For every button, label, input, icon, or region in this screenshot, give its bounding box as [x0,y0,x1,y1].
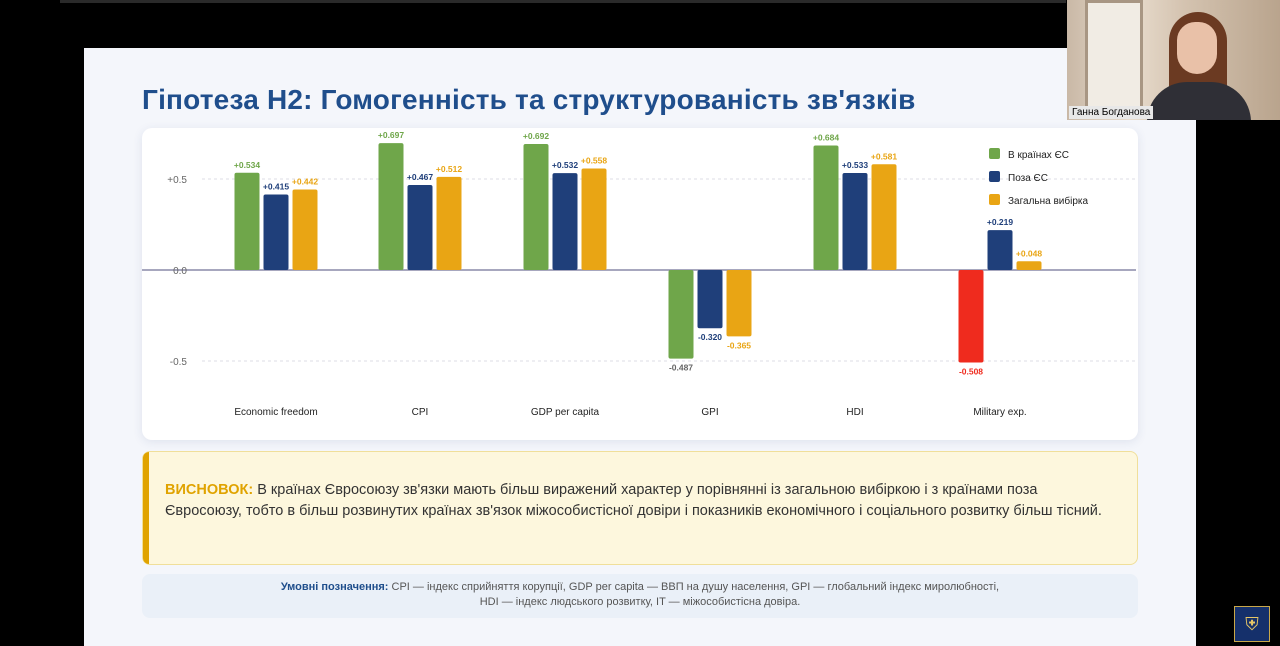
legend-label: В країнах ЄС [1008,150,1069,161]
bar-non-eu [842,172,868,270]
abbreviations-line-2: HDI — індекс людського розвитку, IT — мі… [479,596,801,608]
data-label: +0.692 [523,131,550,141]
conclusion-text: ВИСНОВОК: В країнах Євросоюзу зв'язки ма… [165,480,1115,522]
abbreviations-line-1: CPI — індекс сприйняття корупції, GDP pe… [388,581,1000,593]
bar-overall [436,176,462,270]
bar-overall [1016,261,1042,270]
bar-eu [668,270,694,359]
x-tick-label: Military exp. [973,407,1026,418]
legend-label: Загальна вибірка [1008,195,1089,207]
data-label: +0.532 [552,160,579,170]
data-label: +0.697 [378,130,405,140]
bar-eu [378,143,404,270]
webcam-tile[interactable]: Ганна Богданова [1067,0,1280,120]
bar-eu [813,145,839,270]
data-label: -0.320 [698,332,722,342]
top-bar [60,0,1066,3]
y-tick-label: +0.5 [167,175,187,186]
data-label: +0.048 [1016,248,1043,258]
bar-overall [871,164,897,270]
bar-non-eu [407,185,433,270]
y-tick-label: 0.0 [173,266,187,277]
webcam-person-face [1177,22,1217,74]
data-label: +0.219 [987,217,1014,227]
bar-non-eu [697,270,723,329]
conclusion-label: ВИСНОВОК: [165,482,254,498]
conclusion-accent-bar [143,452,149,564]
x-tick-label: Economic freedom [234,407,317,418]
webcam-person-body [1147,82,1251,120]
x-tick-label: GDP per capita [531,407,600,418]
abbreviations-label: Умовні позначення: [280,581,389,593]
data-label: +0.684 [813,133,840,143]
data-label: +0.533 [842,160,869,170]
participant-name-label: Ганна Богданова [1069,106,1154,119]
bar-overall [581,168,607,270]
bar-overall [726,270,752,337]
bar-non-eu [987,230,1013,270]
bar-non-eu [552,173,578,270]
bar-overall [292,189,318,270]
university-crest-icon: ⛨ [1234,606,1270,642]
bar-non-eu [263,194,289,270]
data-label: +0.467 [407,172,434,182]
data-label: +0.442 [292,177,319,187]
legend-label: Поза ЄС [1008,173,1048,184]
legend-swatch [989,171,1000,182]
data-label: +0.415 [263,181,290,191]
x-tick-label: GPI [701,407,718,418]
data-label: -0.508 [959,366,983,376]
y-tick-label: -0.5 [170,357,188,368]
data-label: +0.534 [234,160,261,170]
data-label: -0.365 [727,340,751,350]
abbreviations-note: Умовні позначення: CPI — індекс сприйнят… [142,574,1138,618]
legend-swatch [989,148,1000,159]
data-label: +0.581 [871,151,898,161]
bar-chart: +0.5 0.0 -0.5 +0.534 +0.697 +0.692 -0.487 +0.68… [142,130,1136,418]
data-label: -0.487 [669,363,693,373]
legend-swatch [989,194,1000,205]
chart-card: +0.5 0.0 -0.5 +0.534 +0.697 +0.692 -0.487 +0.68… [142,128,1138,440]
x-tick-label: HDI [846,407,863,418]
data-label: +0.512 [436,164,463,174]
bar-eu [958,270,984,363]
bar-eu [234,172,260,270]
conclusion-body: В країнах Євросоюзу зв'язки мають більш … [165,482,1102,519]
slide-title: Гіпотеза Н2: Гомогенність та структурова… [142,84,916,115]
x-tick-label: CPI [412,407,429,418]
conclusion-box: ВИСНОВОК: В країнах Євросоюзу зв'язки ма… [142,451,1138,565]
bar-eu [523,144,549,270]
data-label: +0.558 [581,155,608,165]
webcam-background-window [1085,0,1143,114]
